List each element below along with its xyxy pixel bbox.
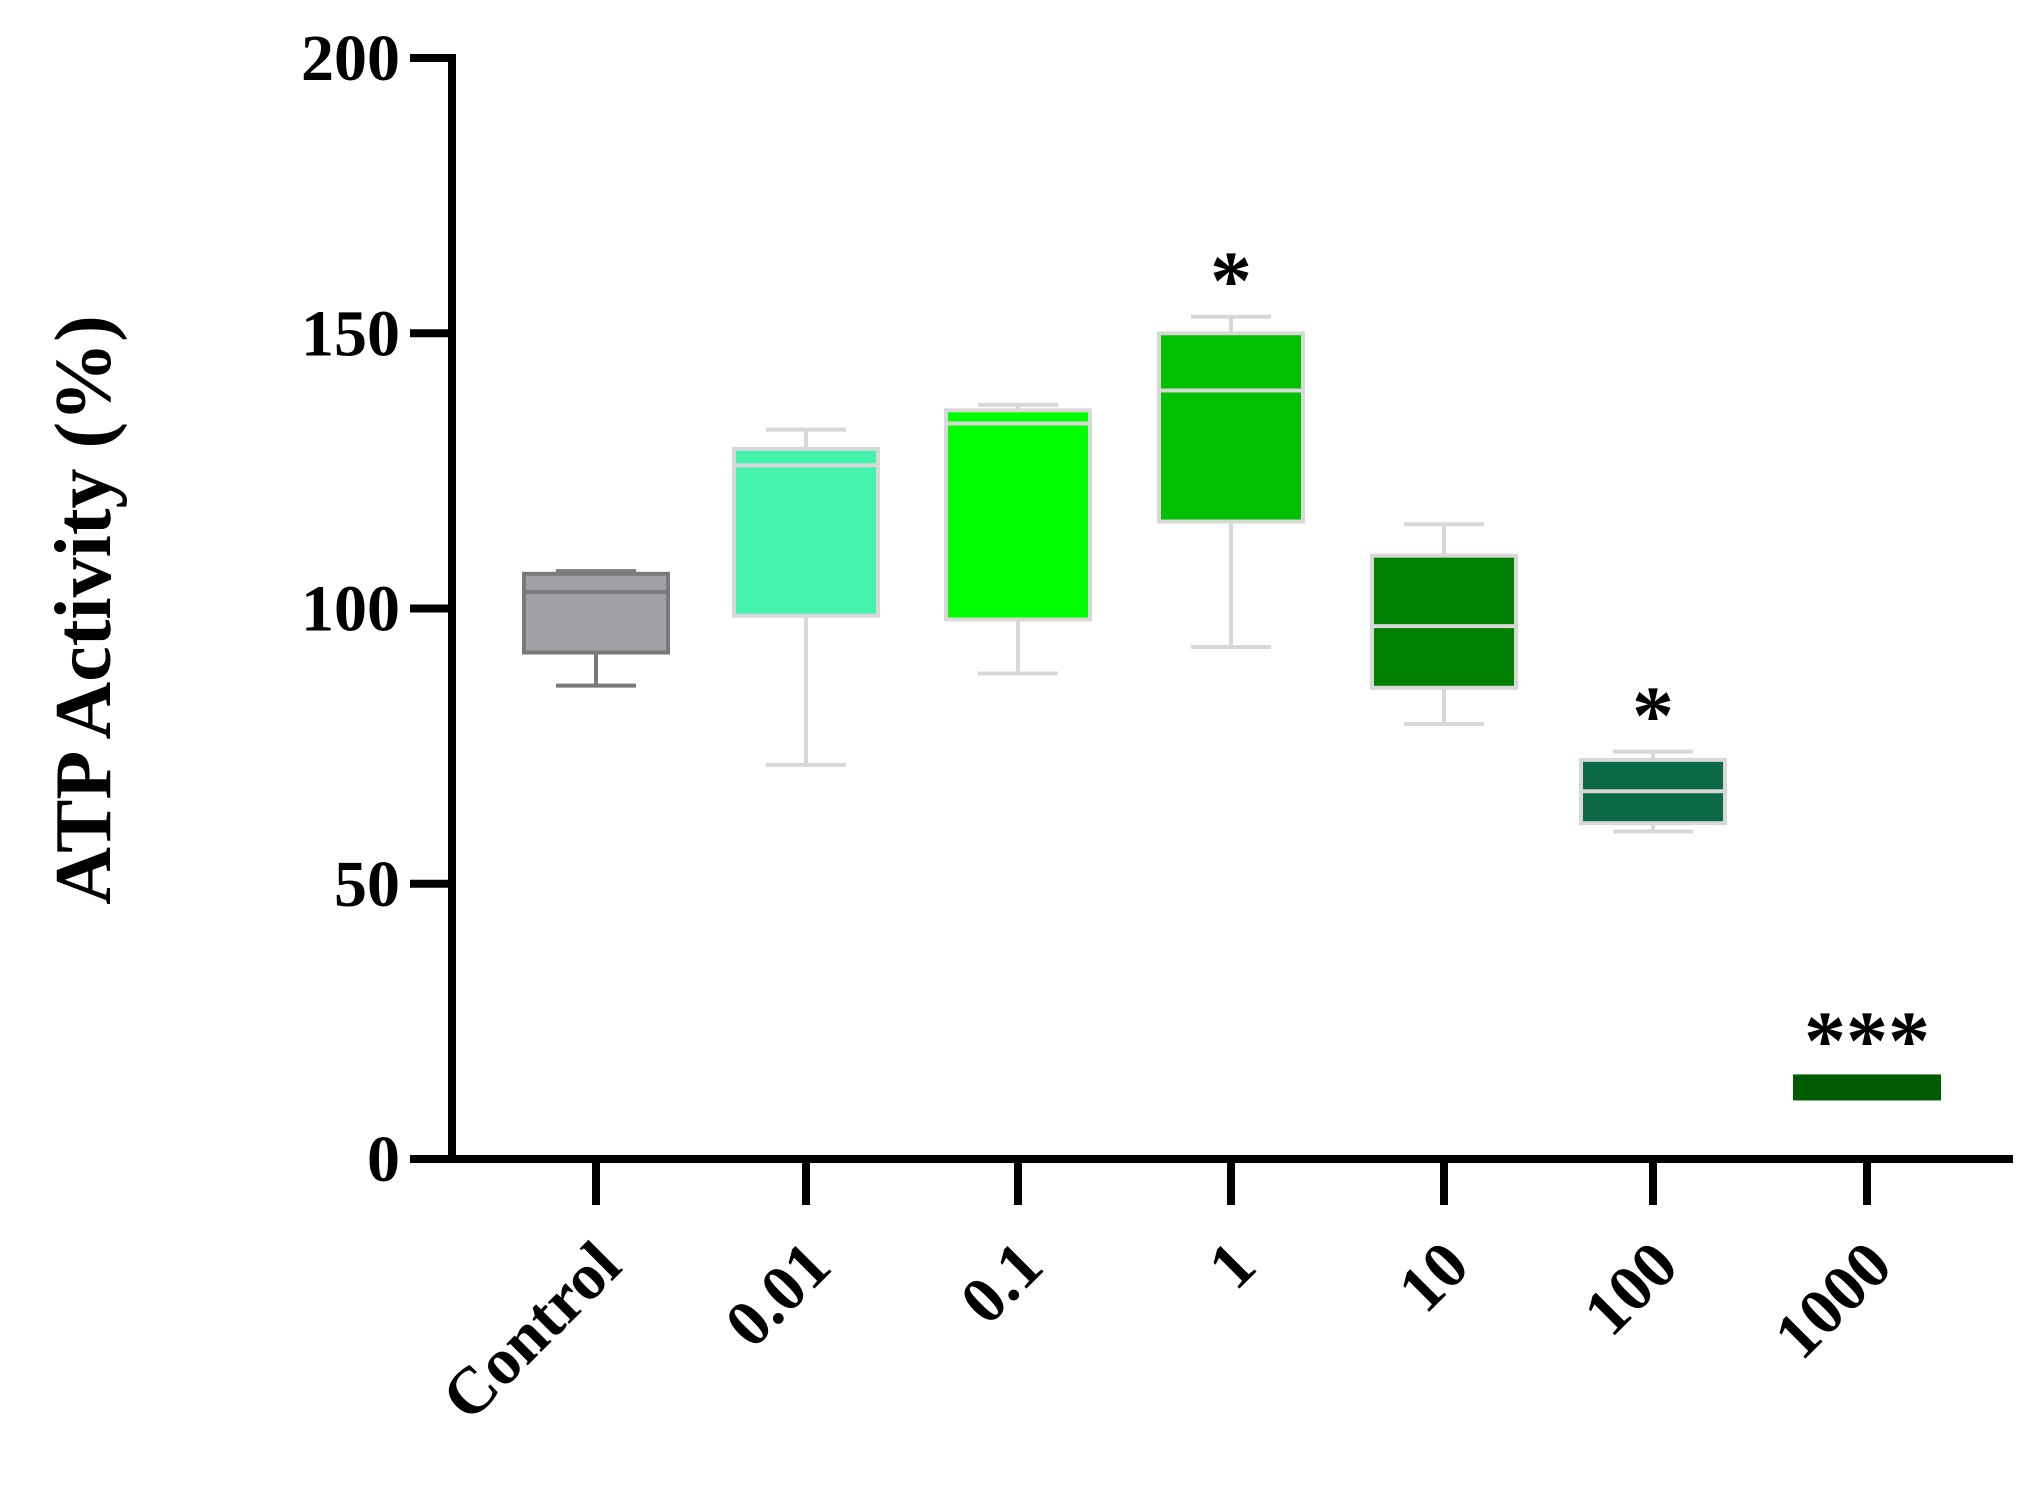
significance-label: * [1632, 670, 1674, 763]
significance-label: * [1210, 235, 1252, 328]
box [1370, 553, 1518, 690]
x-tick-label: 1000 [1761, 1228, 1906, 1373]
y-tick-label: 50 [334, 848, 400, 921]
box [522, 571, 670, 655]
y-tick-label: 0 [367, 1123, 400, 1196]
x-tick-label: 100 [1570, 1228, 1692, 1350]
x-tick-label: 10 [1384, 1228, 1482, 1326]
x-tick-label: 0.01 [711, 1228, 844, 1361]
box [944, 408, 1092, 622]
box [1157, 331, 1305, 524]
y-tick-label: 150 [301, 297, 400, 370]
y-tick-label: 100 [301, 573, 400, 646]
box [732, 446, 880, 618]
y-tick-label: 200 [301, 22, 400, 95]
x-tick-label: 0.1 [947, 1228, 1057, 1338]
x-tick-label: 1 [1195, 1228, 1270, 1303]
y-axis-label: ATP Activity (%) [40, 315, 128, 905]
significance-label: *** [1804, 994, 1930, 1087]
x-tick-label: Control [428, 1228, 634, 1434]
